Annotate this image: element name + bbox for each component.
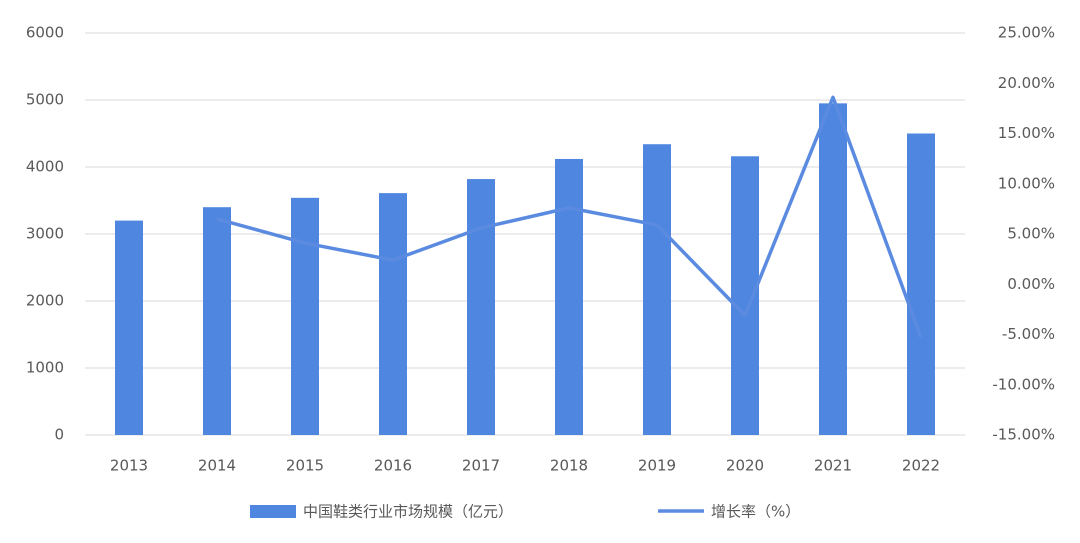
bar	[467, 179, 495, 435]
x-tick-label: 2016	[374, 457, 412, 475]
y-tick-label: 3000	[26, 225, 64, 243]
y-tick-label: 5000	[26, 91, 64, 109]
y2-tick-label: 25.00%	[998, 24, 1055, 42]
bar	[291, 197, 319, 435]
y2-tick-label: 10.00%	[998, 174, 1055, 192]
line	[216, 95, 923, 339]
legend-label: 中国鞋类行业市场规模（亿元）	[303, 503, 513, 521]
y2-tick-label: -15.00%	[992, 426, 1055, 444]
x-tick-label: 2019	[638, 457, 676, 475]
y-tick-label: 0	[54, 426, 64, 444]
x-tick-label: 2022	[902, 457, 940, 475]
y-tick-label: 6000	[26, 24, 64, 42]
y2-tick-label: 15.00%	[998, 124, 1055, 142]
x-tick-label: 2021	[814, 457, 852, 475]
x-tick-label: 2013	[110, 457, 148, 475]
bar	[819, 103, 847, 435]
bar	[379, 193, 407, 435]
x-tick-label: 2020	[726, 457, 764, 475]
x-tick-label: 2015	[286, 457, 324, 475]
y-tick-label: 1000	[26, 359, 64, 377]
bar	[115, 220, 143, 435]
x-tick-label: 2018	[550, 457, 588, 475]
legend-label: 增长率（%）	[711, 503, 800, 521]
x-tick-label: 2014	[198, 457, 236, 475]
bar	[555, 158, 583, 435]
bar	[203, 207, 231, 435]
legend-swatch	[250, 505, 296, 518]
y-tick-label: 4000	[26, 158, 64, 176]
bar	[643, 144, 671, 435]
bar	[907, 133, 935, 435]
y2-tick-label: 5.00%	[1007, 225, 1055, 243]
y-tick-label: 2000	[26, 292, 64, 310]
y2-tick-label: 0.00%	[1007, 275, 1055, 293]
y2-tick-label: -10.00%	[992, 375, 1055, 393]
y2-tick-label: -5.00%	[1002, 325, 1055, 343]
x-tick-label: 2017	[462, 457, 500, 475]
y2-tick-label: 20.00%	[998, 74, 1055, 92]
